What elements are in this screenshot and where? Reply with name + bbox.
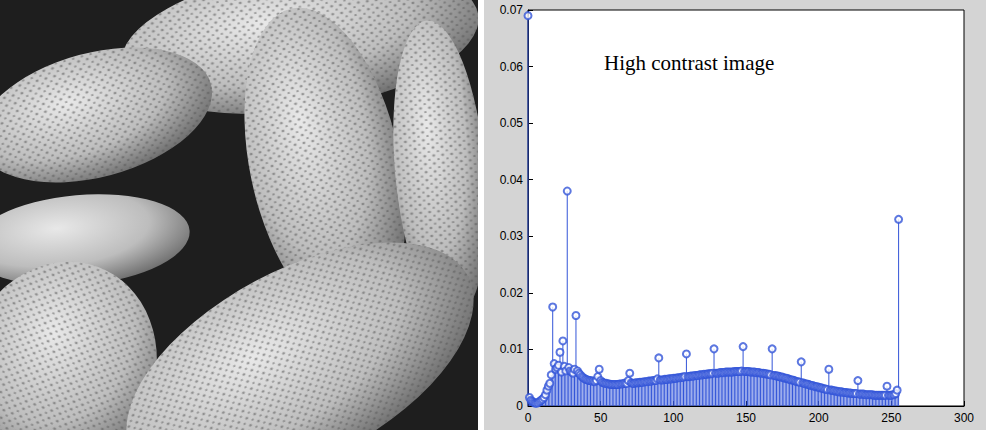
svg-text:200: 200 xyxy=(809,411,829,425)
svg-text:0.04: 0.04 xyxy=(500,173,524,187)
svg-text:0.01: 0.01 xyxy=(500,342,524,356)
svg-text:0.03: 0.03 xyxy=(500,229,524,243)
svg-text:150: 150 xyxy=(736,411,756,425)
svg-text:0.07: 0.07 xyxy=(500,3,524,17)
svg-text:0.02: 0.02 xyxy=(500,286,524,300)
svg-text:0: 0 xyxy=(525,411,532,425)
svg-text:250: 250 xyxy=(881,411,901,425)
svg-text:0: 0 xyxy=(516,399,523,413)
svg-text:High contrast image: High contrast image xyxy=(604,51,774,75)
svg-text:300: 300 xyxy=(954,411,974,425)
svg-text:50: 50 xyxy=(594,411,608,425)
svg-text:0.05: 0.05 xyxy=(500,116,524,130)
svg-text:100: 100 xyxy=(663,411,683,425)
svg-text:0.06: 0.06 xyxy=(500,60,524,74)
